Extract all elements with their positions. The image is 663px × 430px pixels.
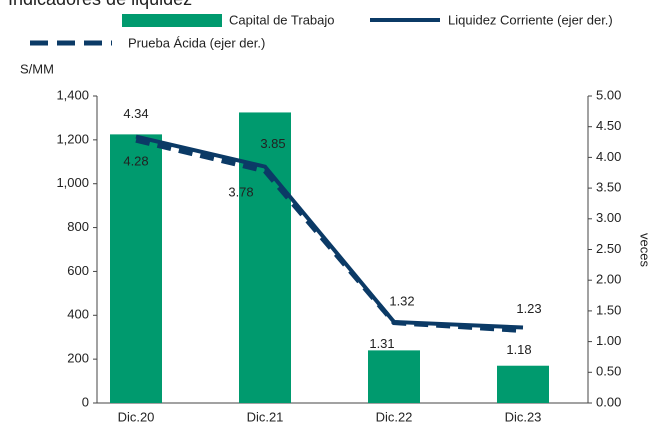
y2-tick-label: 2.50 (596, 241, 621, 256)
x-tick-label: Dic.23 (505, 409, 542, 424)
x-tick-label: Dic.20 (118, 409, 155, 424)
data-label: 1.23 (516, 301, 541, 316)
y2-tick-label: 4.00 (596, 149, 621, 164)
bar (368, 350, 420, 403)
legend-label: Liquidez Corriente (ejer der.) (448, 12, 613, 27)
data-label: 4.28 (123, 154, 148, 169)
y-tick-label: 1,200 (56, 131, 89, 146)
y2-tick-label: 3.00 (596, 210, 621, 225)
y2-tick-label: 5.00 (596, 87, 621, 102)
legend-swatch (122, 14, 222, 27)
data-label: 4.34 (123, 106, 148, 121)
y2-tick-label: 1.00 (596, 333, 621, 348)
legend-label: Capital de Trabajo (229, 12, 335, 27)
data-label: 1.32 (389, 293, 414, 308)
x-tick-label: Dic.21 (247, 409, 284, 424)
data-label: 3.85 (260, 136, 285, 151)
bar (239, 112, 291, 404)
y-tick-label: 400 (67, 307, 89, 322)
y-tick-label: 1,400 (56, 87, 89, 102)
y-tick-label: 1,000 (56, 175, 89, 190)
y-tick-label: 0 (82, 394, 89, 409)
line (135, 134, 524, 330)
y2-tick-label: 4.50 (596, 118, 621, 133)
chart-title: Indicadores de liquidez (8, 0, 192, 9)
data-label: 3.78 (228, 184, 253, 199)
legend-label: Prueba Ácida (ejer der.) (128, 35, 265, 50)
y2-tick-label: 2.00 (596, 272, 621, 287)
y2-tick-label: 0.50 (596, 364, 621, 379)
data-label: 1.18 (506, 342, 531, 357)
bar (497, 365, 549, 403)
y-tick-label: 200 (67, 351, 89, 366)
line (135, 137, 524, 334)
y2-tick-label: 1.50 (596, 302, 621, 317)
y-axis-label: S/MM (20, 61, 54, 76)
data-label: 1.31 (369, 336, 394, 351)
y2-axis-label: veces (638, 233, 653, 267)
y2-tick-label: 3.50 (596, 180, 621, 195)
y-tick-label: 600 (67, 263, 89, 278)
y-tick-label: 800 (67, 219, 89, 234)
x-tick-label: Dic.22 (376, 409, 413, 424)
y2-tick-label: 0.00 (596, 394, 621, 409)
bar (110, 134, 162, 403)
